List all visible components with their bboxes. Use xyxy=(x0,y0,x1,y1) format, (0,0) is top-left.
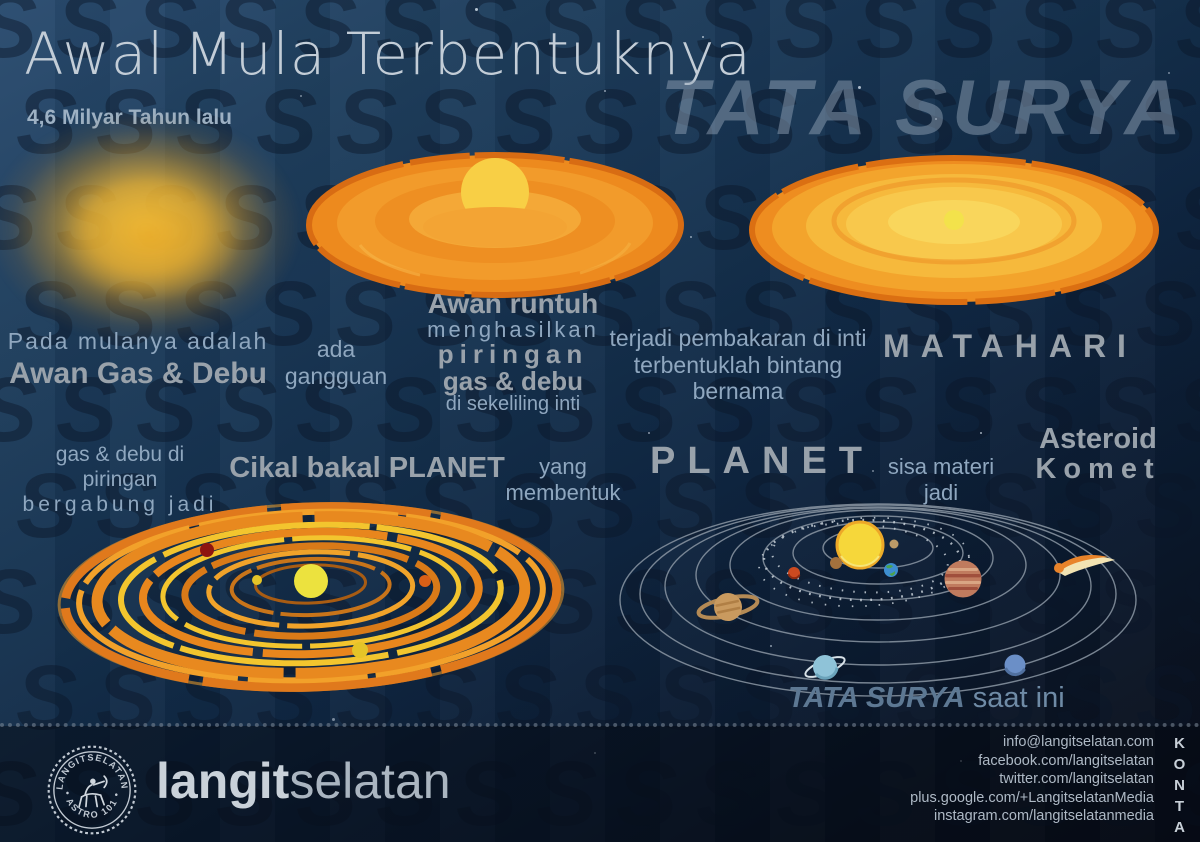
earth xyxy=(884,563,898,577)
jupiter xyxy=(944,560,982,598)
centaur-archer-icon xyxy=(78,775,108,809)
protoplanet-dark-red xyxy=(200,543,214,557)
caption-forming: yang membentuk xyxy=(505,454,621,505)
nebula-illustration xyxy=(0,100,315,355)
venus xyxy=(830,557,842,569)
brand-wordmark: langitselatan xyxy=(156,752,451,810)
contact-email: info@langitselatan.com xyxy=(1003,734,1154,750)
svg-text:• ASTRO 101 •: • ASTRO 101 • xyxy=(62,791,122,820)
caption-collapse-gas: gas & debu xyxy=(442,365,584,396)
uranus xyxy=(804,655,846,680)
planet-label: PLANET xyxy=(650,440,874,482)
page-title: Awal Mula Terbentuknya xyxy=(24,20,752,88)
caption-disturbance: ada gangguan xyxy=(284,336,388,389)
comet xyxy=(1054,554,1115,576)
big-title: TATA SURYA xyxy=(660,63,1186,151)
caption-collapse-light2: di sekeliling inti xyxy=(445,393,581,416)
neptune xyxy=(1004,654,1026,677)
caption-origin: Pada mulanya adalah Awan Gas & Debu xyxy=(0,328,276,391)
langitselatan-stamp-logo: LANGITSELATAN • ASTRO 101 • xyxy=(47,745,137,835)
caption-collapse-light1: menghasilkan xyxy=(427,316,599,342)
caption-accretion-line1: gas & debu di piringan xyxy=(55,443,185,492)
mars xyxy=(787,567,801,580)
saturn xyxy=(696,593,760,621)
comet-label: Komet xyxy=(1035,453,1161,486)
caption-collapse-disk: piringan xyxy=(437,338,589,369)
asteroid-label: Asteroid xyxy=(1039,423,1157,455)
caption-leftover-light: sisa materi jadi xyxy=(887,454,995,505)
contact-googleplus: plus.google.com/+LangitselatanMedia xyxy=(910,789,1154,806)
young-star xyxy=(944,210,964,230)
kontak-vertical-label: KONTAK xyxy=(1171,735,1188,842)
solar-system-illustration xyxy=(619,503,1137,697)
caption-today: TATA SURYA saat ini xyxy=(788,682,1065,715)
ignited-disk-illustration xyxy=(749,155,1159,305)
sun xyxy=(835,520,885,570)
dotted-divider xyxy=(0,723,1200,727)
caption-today-light: saat ini xyxy=(972,682,1065,714)
brand-bold: langit xyxy=(156,753,290,809)
contact-facebook: facebook.com/langitselatan xyxy=(978,752,1154,769)
caption-today-bold: TATA SURYA xyxy=(788,682,965,714)
caption-accretion-light: gas & debu di piringan bergabung jadi xyxy=(18,442,222,518)
caption-ignition-line1: terjadi pembakaran di inti xyxy=(609,325,867,351)
caption-ignition: terjadi pembakaran di inti terbentuklah … xyxy=(598,325,878,405)
contact-list: info@langitselatan.com facebook.com/lang… xyxy=(910,733,1154,826)
contact-instagram: instagram.com/langitselatanmedia xyxy=(933,808,1154,825)
footer-background xyxy=(0,726,1200,842)
protoplanetary-disk-illustration xyxy=(306,152,684,298)
protoplanet-orange xyxy=(419,575,431,587)
central-sun xyxy=(294,564,328,598)
caption-ignition-line2: terbentuklah bintang bernama xyxy=(633,351,843,405)
protoplanet-yellow xyxy=(352,642,368,658)
caption-protoplanets: Cikal bakal PLANET xyxy=(229,452,505,484)
brand-light: selatan xyxy=(289,753,451,809)
star-name-label: MATAHARI xyxy=(883,328,1137,364)
protoplanet-yellow-small xyxy=(252,575,262,585)
contact-twitter: twitter.com/langitselatan xyxy=(999,771,1154,788)
caption-accretion-line2: bergabung jadi xyxy=(22,493,218,517)
mercury xyxy=(889,539,899,549)
caption-collapse: Awan runtuh menghasilkan piringan gas & … xyxy=(413,288,613,416)
caption-collapse-bold: Awan runtuh xyxy=(427,288,599,319)
caption-origin-light: Pada mulanya adalah xyxy=(7,328,269,354)
caption-asteroid-comet: Asteroid Komet xyxy=(1016,424,1180,485)
caption-origin-bold: Awan Gas & Debu xyxy=(9,357,267,390)
ring-disk-illustration xyxy=(57,502,565,692)
stamp-arc-bottom: • ASTRO 101 • xyxy=(62,791,120,820)
